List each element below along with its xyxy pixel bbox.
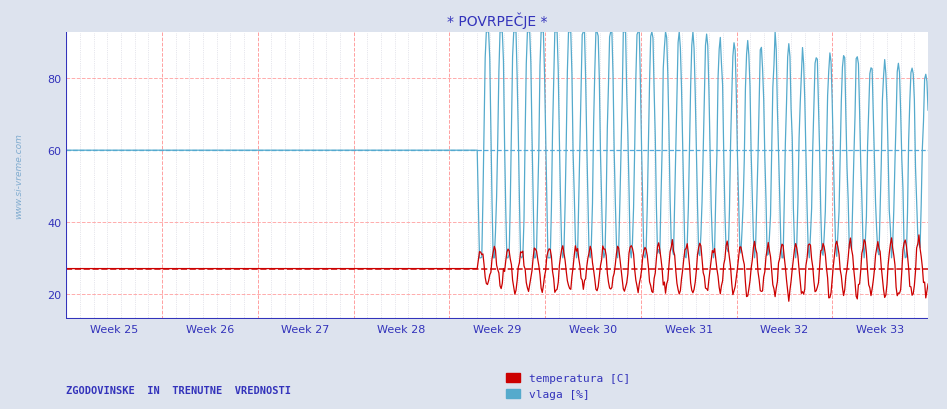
Title: * POVRPEČJE *: * POVRPEČJE * <box>447 12 547 29</box>
Text: www.si-vreme.com: www.si-vreme.com <box>14 133 24 219</box>
Legend: temperatura [C], vlaga [%]: temperatura [C], vlaga [%] <box>502 368 634 403</box>
Text: ZGODOVINSKE  IN  TRENUTNE  VREDNOSTI: ZGODOVINSKE IN TRENUTNE VREDNOSTI <box>66 384 292 395</box>
